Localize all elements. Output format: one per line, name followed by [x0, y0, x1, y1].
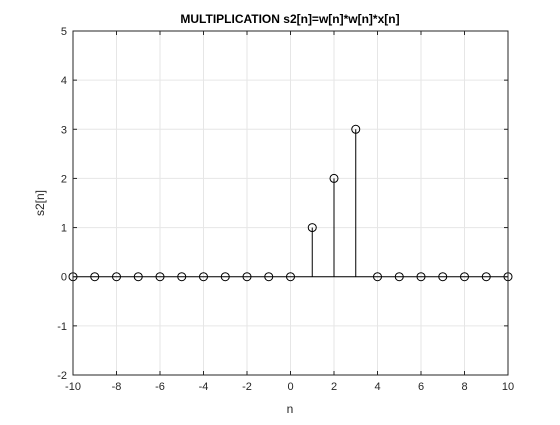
stem-marker [133, 272, 143, 282]
stem-marker [329, 173, 339, 183]
stem-marker [112, 272, 121, 282]
x-tick-label: 6 [418, 381, 424, 393]
x-tick-label: -2 [242, 381, 252, 393]
y-tick-label: 1 [61, 223, 67, 235]
stem-marker [155, 272, 165, 282]
stem-marker [460, 272, 469, 282]
stem-marker [286, 272, 295, 282]
stem-marker [351, 124, 361, 134]
y-tick-label: 0 [61, 272, 67, 284]
x-tick-label: 0 [287, 381, 293, 393]
stem-marker [481, 272, 491, 282]
stem-marker [90, 272, 100, 282]
y-tick-label: -1 [57, 321, 67, 333]
stem-series [68, 124, 513, 282]
stem-marker [394, 272, 404, 282]
stem-marker [307, 223, 317, 233]
x-tick-label: -4 [199, 381, 209, 393]
x-tick-label: -6 [155, 381, 165, 393]
y-tick-label: 4 [61, 75, 67, 87]
stem-marker [242, 272, 252, 282]
x-tick-label: -10 [65, 381, 81, 393]
x-tick-label: 4 [374, 381, 380, 393]
stem-marker [220, 272, 230, 282]
y-tick-label: 3 [61, 124, 67, 136]
stem-marker [373, 272, 382, 282]
stem-marker [416, 272, 426, 282]
chart-title: MULTIPLICATION s2[n]=w[n]*w[n]*x[n] [180, 12, 399, 26]
stem-marker [177, 272, 187, 282]
y-tick-label: 5 [61, 26, 67, 38]
x-tick-label: 2 [331, 381, 337, 393]
x-tick-label: 10 [502, 381, 514, 393]
x-tick-label: 8 [461, 381, 467, 393]
y-axis-label: s2[n] [33, 190, 47, 216]
x-axis-label: n [287, 402, 294, 416]
stem-marker [264, 272, 274, 282]
stem-marker [199, 272, 208, 282]
stem-marker [438, 272, 448, 282]
y-tick-label: -2 [57, 370, 67, 382]
y-tick-label: 2 [61, 173, 67, 185]
x-tick-label: -8 [112, 381, 122, 393]
